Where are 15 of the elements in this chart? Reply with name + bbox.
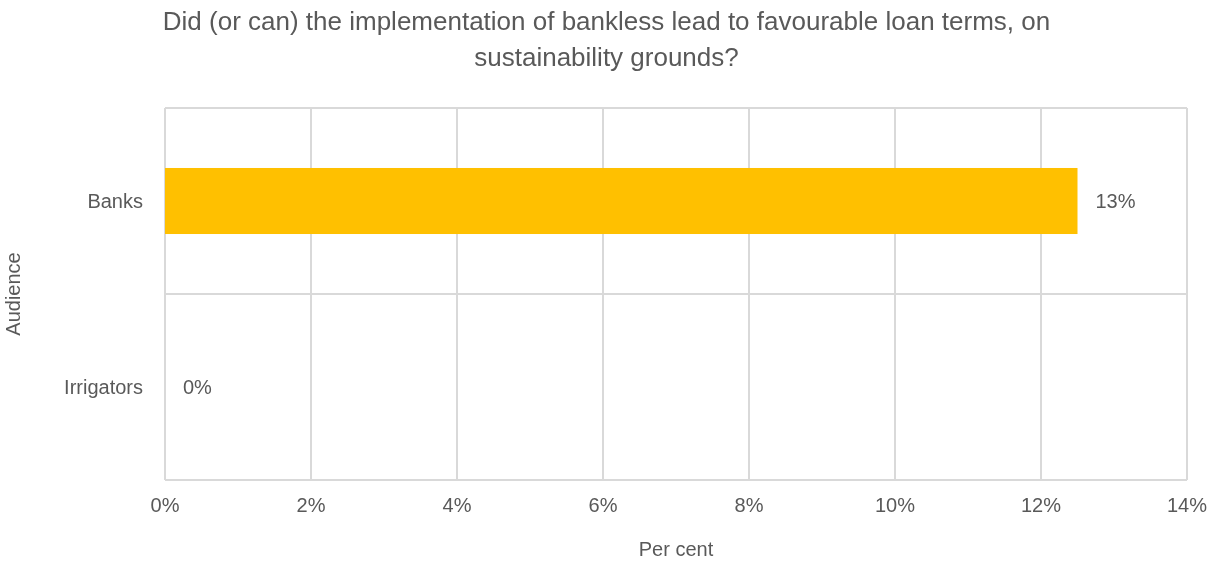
x-tick-label: 2%	[296, 494, 326, 516]
x-tick-label: 4%	[442, 494, 472, 516]
x-axis-title: Per cent	[638, 538, 714, 560]
y-tick-label: Irrigators	[64, 376, 143, 398]
y-tick-label: Banks	[87, 190, 143, 212]
x-tick-label: 10%	[874, 494, 916, 516]
x-tick-label: 12%	[1020, 494, 1062, 516]
data-label: 0%	[183, 376, 213, 398]
data-label: 13%	[1095, 190, 1136, 212]
y-axis-title: Audience	[2, 252, 24, 336]
x-tick-label: 14%	[1166, 494, 1208, 516]
x-tick-label: 6%	[588, 494, 618, 516]
x-tick-label: 8%	[734, 494, 764, 516]
x-tick-label: 0%	[150, 494, 180, 516]
chart-title: Did (or can) the implementation of bankless lead to favourable loan terms, on sustainability grounds?	[162, 6, 1051, 72]
